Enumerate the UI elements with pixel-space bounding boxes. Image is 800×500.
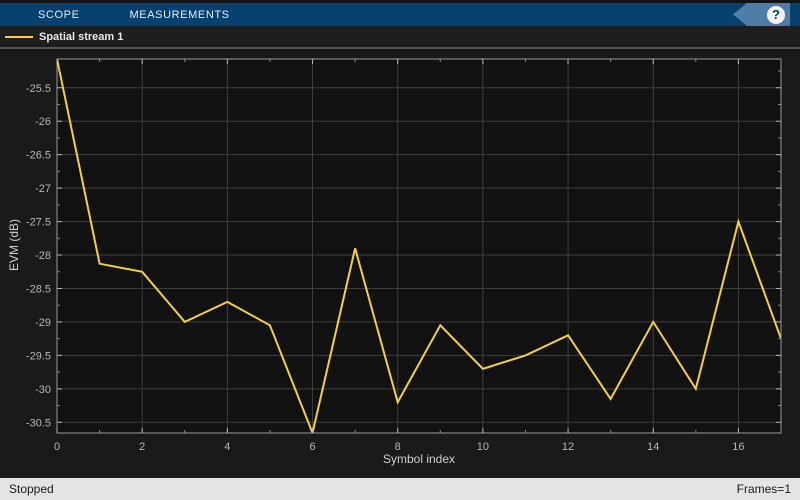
- tab-scope[interactable]: SCOPE: [38, 8, 80, 21]
- evm-line-chart[interactable]: 0 2 4 6 8 10 12 14 16 -25.5 -26 -26.5 -27 -27.5 -28 -28…: [0, 49, 800, 478]
- frames-counter: Frames=1: [736, 482, 791, 496]
- svg-text:2: 2: [139, 441, 145, 453]
- svg-text:-30.5: -30.5: [26, 417, 51, 429]
- svg-text:14: 14: [647, 441, 659, 453]
- svg-text:0: 0: [54, 441, 60, 453]
- svg-text:-29.5: -29.5: [26, 350, 51, 362]
- toolstrip: SCOPE MEASUREMENTS ?: [0, 0, 800, 26]
- svg-text:-26: -26: [35, 116, 51, 128]
- x-axis-label: Symbol index: [382, 452, 456, 466]
- svg-text:-30: -30: [35, 384, 51, 396]
- svg-text:-28.5: -28.5: [26, 283, 51, 295]
- svg-text:-29: -29: [35, 317, 51, 329]
- help-button[interactable]: ?: [733, 3, 790, 26]
- svg-text:6: 6: [309, 441, 315, 453]
- svg-text:16: 16: [732, 441, 744, 453]
- status-bar: Stopped Frames=1: [0, 478, 800, 500]
- svg-text:-27: -27: [35, 183, 51, 195]
- status-message: Stopped: [9, 482, 54, 496]
- svg-text:-25.5: -25.5: [26, 83, 51, 95]
- svg-text:12: 12: [562, 441, 574, 453]
- svg-text:-28: -28: [35, 250, 51, 262]
- svg-text:-27.5: -27.5: [26, 217, 51, 229]
- tab-measurements[interactable]: MEASUREMENTS: [129, 8, 230, 21]
- svg-text:10: 10: [477, 441, 489, 453]
- plot-area: 0 2 4 6 8 10 12 14 16 -25.5 -26 -26.5 -27 -27.5 -28 -28…: [0, 49, 800, 478]
- svg-text:-26.5: -26.5: [26, 150, 51, 162]
- y-axis-label: EVM (dB): [7, 218, 21, 272]
- legend: Spatial stream 1: [0, 26, 800, 49]
- help-question-icon: ?: [767, 5, 785, 24]
- legend-series-label: Spatial stream 1: [39, 30, 124, 43]
- legend-line-sample: [5, 35, 33, 38]
- svg-text:4: 4: [224, 441, 230, 453]
- svg-text:8: 8: [395, 441, 401, 453]
